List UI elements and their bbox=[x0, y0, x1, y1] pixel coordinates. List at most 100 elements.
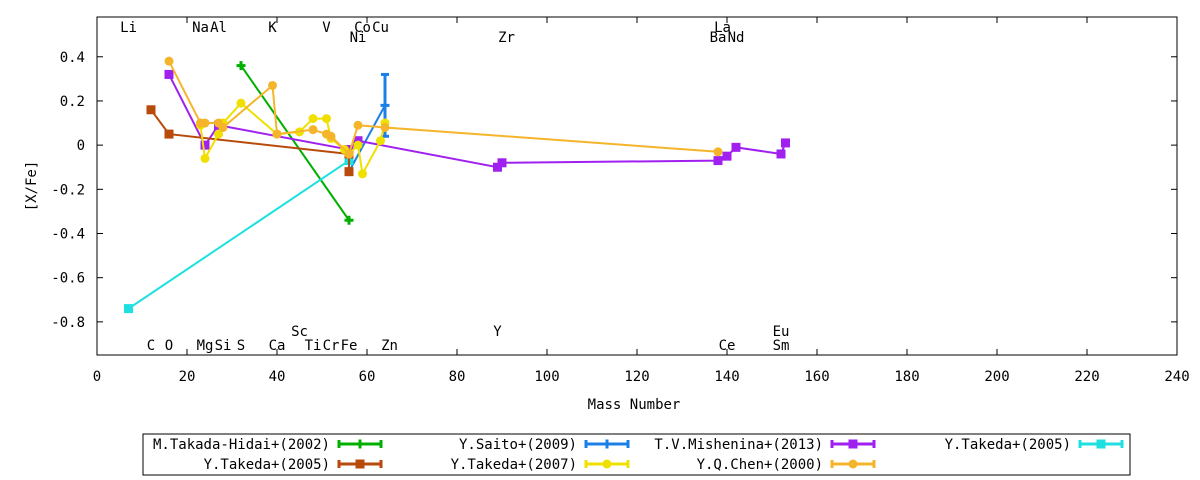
legend-item: Y.Takeda+(2007) bbox=[451, 457, 630, 473]
legend-label: Y.Takeda+(2005) bbox=[945, 437, 1071, 453]
data-point bbox=[164, 69, 174, 79]
x-tick-label: 180 bbox=[894, 369, 919, 385]
element-labels: Li Na Al K V Co Cu La Ni Zr Ba Nd Sc Y Eu C O Mg Si S Ca Ti Cr… bbox=[120, 20, 789, 354]
legend-item: Y.Saito+(2009) bbox=[459, 437, 630, 453]
data-point bbox=[272, 129, 282, 139]
data-point bbox=[146, 105, 156, 115]
y-tick-label: 0.2 bbox=[60, 94, 85, 110]
legend-label: Y.Takeda+(2005) bbox=[204, 457, 330, 473]
data-point bbox=[776, 149, 786, 159]
legend-item: Y.Q.Chen+(2000) bbox=[697, 457, 876, 473]
data-point bbox=[353, 140, 363, 150]
element-label: Eu bbox=[773, 324, 790, 340]
data-point bbox=[344, 215, 354, 225]
element-label: Na bbox=[192, 20, 209, 36]
data-point bbox=[326, 131, 336, 141]
y-tick-label: 0.4 bbox=[60, 50, 85, 66]
data-point bbox=[164, 129, 174, 139]
legend-item: Y.Takeda+(2005) bbox=[204, 457, 383, 473]
data-point bbox=[214, 129, 223, 139]
element-label: Ca bbox=[269, 338, 286, 354]
data-point bbox=[344, 149, 354, 159]
data-point bbox=[124, 304, 133, 314]
legend-swatch bbox=[830, 459, 876, 469]
series-6 bbox=[164, 56, 723, 159]
element-label: V bbox=[322, 20, 331, 36]
element-label: Zr bbox=[498, 30, 515, 46]
element-label: Si bbox=[215, 338, 232, 354]
x-tick-label: 160 bbox=[804, 369, 829, 385]
element-label: K bbox=[268, 20, 277, 36]
x-axis-label: Mass Number bbox=[588, 397, 681, 413]
legend-item: Y.Takeda+(2005) bbox=[945, 437, 1124, 453]
data-point bbox=[358, 169, 367, 179]
series-line bbox=[150, 109, 350, 172]
element-label: Y bbox=[493, 324, 502, 340]
y-tick-label: -0.6 bbox=[51, 271, 85, 287]
series-line bbox=[168, 60, 719, 156]
legend-swatch bbox=[337, 459, 383, 469]
legend-label: Y.Q.Chen+(2000) bbox=[697, 457, 823, 473]
element-label: Nd bbox=[728, 30, 745, 46]
y-tick-label: -0.4 bbox=[51, 226, 85, 242]
x-tick-label: 200 bbox=[984, 369, 1009, 385]
series-0 bbox=[236, 61, 354, 225]
element-label: S bbox=[237, 338, 245, 354]
element-label: Co bbox=[354, 20, 371, 36]
plot-frame bbox=[96, 16, 1178, 356]
data-point bbox=[344, 167, 354, 177]
x-tick-label: 240 bbox=[1164, 369, 1189, 385]
element-label: Zn bbox=[381, 338, 398, 354]
element-label: Sm bbox=[773, 338, 790, 354]
legend-swatch bbox=[584, 459, 630, 469]
series-3 bbox=[124, 156, 354, 314]
element-label: O bbox=[165, 338, 173, 354]
legend-item: M.Takada-Hidai+(2002) bbox=[153, 437, 383, 453]
element-label: Al bbox=[210, 20, 227, 36]
x-tick-label: 0 bbox=[93, 369, 101, 385]
element-label: Li bbox=[120, 20, 137, 36]
data-point bbox=[164, 56, 174, 66]
data-point bbox=[380, 122, 390, 132]
legend-label: Y.Takeda+(2007) bbox=[451, 457, 577, 473]
legend-label: M.Takada-Hidai+(2002) bbox=[153, 437, 330, 453]
legend-label: T.V.Mishenina+(2013) bbox=[654, 437, 823, 453]
data-point bbox=[713, 147, 723, 157]
legend: M.Takada-Hidai+(2002) Y.Saito+(2009) T.V.M… bbox=[153, 437, 1124, 473]
data-point bbox=[376, 136, 385, 146]
legend-marker bbox=[1096, 439, 1106, 449]
legend-swatch bbox=[1078, 439, 1124, 449]
data-point bbox=[722, 151, 732, 161]
x-tick-label: 100 bbox=[534, 369, 559, 385]
series-layer bbox=[124, 56, 790, 314]
y-axis-label: [X/Fe] bbox=[24, 161, 40, 212]
legend-swatch bbox=[830, 439, 876, 449]
element-label: Cu bbox=[372, 20, 389, 36]
legend-swatch bbox=[337, 439, 383, 449]
element-label: Sc bbox=[291, 324, 308, 340]
x-tick-label: 120 bbox=[624, 369, 649, 385]
series-line bbox=[127, 159, 350, 310]
series-line bbox=[348, 104, 386, 173]
x-tick-label: 80 bbox=[449, 369, 466, 385]
data-point bbox=[308, 125, 318, 135]
data-point bbox=[322, 114, 331, 124]
series-line bbox=[240, 65, 350, 221]
legend-marker bbox=[848, 459, 858, 469]
x-tick-label: 20 bbox=[179, 369, 196, 385]
data-point bbox=[268, 80, 277, 90]
legend-marker bbox=[848, 439, 858, 449]
element-label: C bbox=[147, 338, 155, 354]
data-point bbox=[353, 120, 363, 130]
legend-swatch bbox=[584, 439, 630, 449]
x-tick-label: 40 bbox=[269, 369, 286, 385]
data-point bbox=[713, 156, 723, 166]
x-tick-label: 140 bbox=[714, 369, 739, 385]
element-label: Ba bbox=[710, 30, 727, 46]
legend-marker bbox=[355, 459, 365, 469]
legend-marker bbox=[355, 439, 365, 449]
data-point bbox=[200, 140, 210, 150]
data-point bbox=[781, 138, 790, 148]
data-point bbox=[731, 142, 741, 152]
